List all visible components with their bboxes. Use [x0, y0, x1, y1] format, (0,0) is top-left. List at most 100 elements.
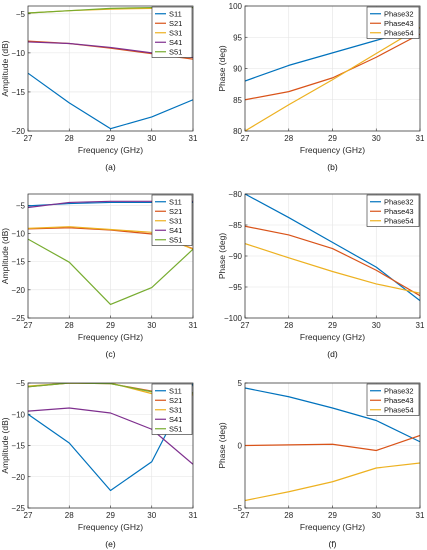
- legend-entry: S21: [169, 207, 182, 216]
- y-tick-label: −20: [11, 286, 25, 295]
- x-axis-label: Frequency (GHz): [300, 332, 365, 342]
- legend-entry: S31: [169, 406, 182, 415]
- y-axis-label: Amplitude (dB): [0, 417, 10, 473]
- panel-label: (b): [327, 162, 338, 172]
- x-tick-label: 30: [147, 134, 156, 143]
- legend-entry: S11: [169, 10, 182, 19]
- y-tick-label: −20: [11, 127, 25, 136]
- y-tick-label: 95: [233, 33, 242, 42]
- legend-entry: Phase43: [384, 19, 414, 28]
- x-tick-label: 30: [147, 321, 156, 330]
- plot-frame: [27, 382, 194, 509]
- x-tick-label: 27: [241, 134, 250, 143]
- legend-entry: Phase54: [384, 406, 414, 415]
- legend-entry: Phase32: [384, 198, 414, 207]
- chart-panel-4: 27 28 29 30 31 −100 −95 −90 −85 −80 Frequency (GHz…: [217, 190, 425, 359]
- series-line-phase43: [245, 33, 420, 101]
- x-tick-label: 27: [241, 511, 250, 520]
- x-tick-label: 31: [189, 321, 198, 330]
- x-tick-label: 28: [284, 134, 293, 143]
- x-tick-label: 31: [189, 511, 198, 520]
- chart-panel-6: 27 28 29 30 31 −5 0 5 Frequency (GHz) Phase (deg)…: [217, 379, 425, 549]
- y-tick-label: −25: [11, 314, 25, 323]
- legend-entry: Phase54: [384, 217, 414, 226]
- plot-frame: [244, 5, 421, 132]
- x-tick-label: 29: [328, 511, 337, 520]
- legend-entry: S41: [169, 226, 182, 235]
- series-group: [245, 194, 420, 302]
- y-tick-label: −85: [228, 221, 242, 230]
- y-tick-label: −5: [16, 201, 26, 210]
- x-tick-label: 27: [241, 321, 250, 330]
- series-line-s41: [28, 407, 193, 465]
- x-axis-label: Frequency (GHz): [78, 522, 143, 532]
- legend-entry: Phase43: [384, 396, 414, 405]
- series-line-phase32: [245, 387, 420, 443]
- x-tick-label: 29: [106, 321, 115, 330]
- legend-entry: S31: [169, 217, 182, 226]
- y-axis-label: Amplitude (dB): [0, 40, 10, 96]
- x-axis-label: Frequency (GHz): [78, 145, 143, 155]
- x-tick-label: 30: [147, 511, 156, 520]
- chart-panel-3: 27 28 29 30 31 −25 −20 −15 −10 −5 Frequency (GHz) A…: [0, 193, 198, 359]
- panel-label: (c): [106, 349, 116, 359]
- plot-frame: [244, 193, 421, 319]
- panel-label: (d): [327, 349, 338, 359]
- y-tick-label: −25: [11, 504, 25, 513]
- y-axis-label: Amplitude (dB): [0, 228, 10, 284]
- x-tick-label: 28: [284, 511, 293, 520]
- x-tick-label: 28: [65, 134, 74, 143]
- y-tick-label: −90: [228, 252, 242, 261]
- plot-frame: [244, 382, 421, 509]
- y-tick-label: −15: [11, 258, 25, 267]
- series-line-phase43: [245, 434, 420, 452]
- x-tick-label: 30: [372, 321, 381, 330]
- x-tick-label: 28: [284, 321, 293, 330]
- legend-entry: Phase32: [384, 10, 414, 19]
- x-tick-label: 28: [65, 321, 74, 330]
- series-line-s51: [28, 238, 193, 306]
- legend-entry: Phase32: [384, 387, 414, 396]
- y-tick-label: 5: [238, 379, 243, 388]
- legend-entry: Phase54: [384, 29, 414, 38]
- x-tick-label: 27: [24, 134, 33, 143]
- y-tick-label: −95: [228, 283, 242, 292]
- legend-entry: S41: [169, 38, 182, 47]
- y-tick-label: −20: [11, 473, 25, 482]
- y-tick-label: −10: [11, 410, 25, 419]
- legend-entry: S11: [169, 198, 182, 207]
- x-tick-label: 29: [106, 134, 115, 143]
- y-tick-label: 100: [229, 2, 243, 11]
- series-line-s11: [28, 72, 193, 130]
- legend-entry: Phase43: [384, 207, 414, 216]
- y-tick-label: −10: [11, 49, 25, 58]
- y-tick-label: 80: [233, 127, 242, 136]
- legend-entry: S11: [169, 387, 182, 396]
- x-axis-label: Frequency (GHz): [78, 332, 143, 342]
- y-tick-label: −15: [11, 442, 25, 451]
- y-axis-label: Phase (deg): [217, 233, 227, 279]
- x-tick-label: 31: [416, 134, 425, 143]
- series-line-phase54: [245, 26, 420, 131]
- y-tick-label: −80: [228, 190, 242, 199]
- x-tick-label: 27: [24, 321, 33, 330]
- panel-label: (a): [105, 162, 116, 172]
- x-tick-label: 29: [328, 321, 337, 330]
- legend-entry: S21: [169, 19, 182, 28]
- series-line-phase54: [245, 462, 420, 502]
- legend-entry: S31: [169, 29, 182, 38]
- plot-frame: [27, 193, 194, 319]
- legend-entry: S51: [169, 425, 182, 434]
- x-tick-label: 27: [24, 511, 33, 520]
- chart-panel-2: 27 28 29 30 31 80 85 90 95 100 Frequency (GHz) Phas…: [217, 2, 425, 172]
- y-tick-label: −100: [224, 314, 243, 323]
- x-tick-label: 31: [189, 134, 198, 143]
- y-axis-label: Phase (deg): [217, 45, 227, 91]
